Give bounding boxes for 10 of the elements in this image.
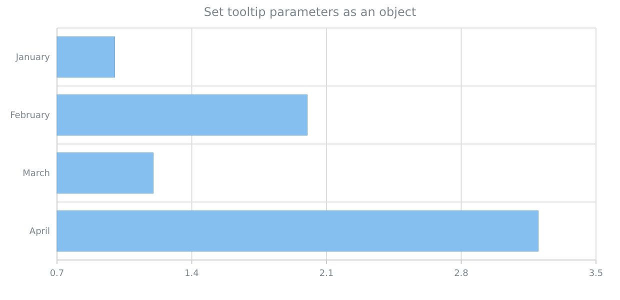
y-tick-label: February [10, 111, 51, 122]
x-tick-label: 2.8 [454, 269, 469, 279]
y-tick-label: January [14, 53, 51, 64]
chart-title: Set tooltip parameters as an object [204, 5, 416, 19]
y-tick-label: March [22, 169, 50, 180]
x-tick-label: 1.4 [184, 269, 200, 279]
y-tick-label: April [29, 227, 50, 238]
x-tick-label: 3.5 [588, 269, 604, 279]
x-tick-label: 2.1 [319, 269, 334, 279]
x-tick-label: 0.7 [50, 269, 64, 279]
